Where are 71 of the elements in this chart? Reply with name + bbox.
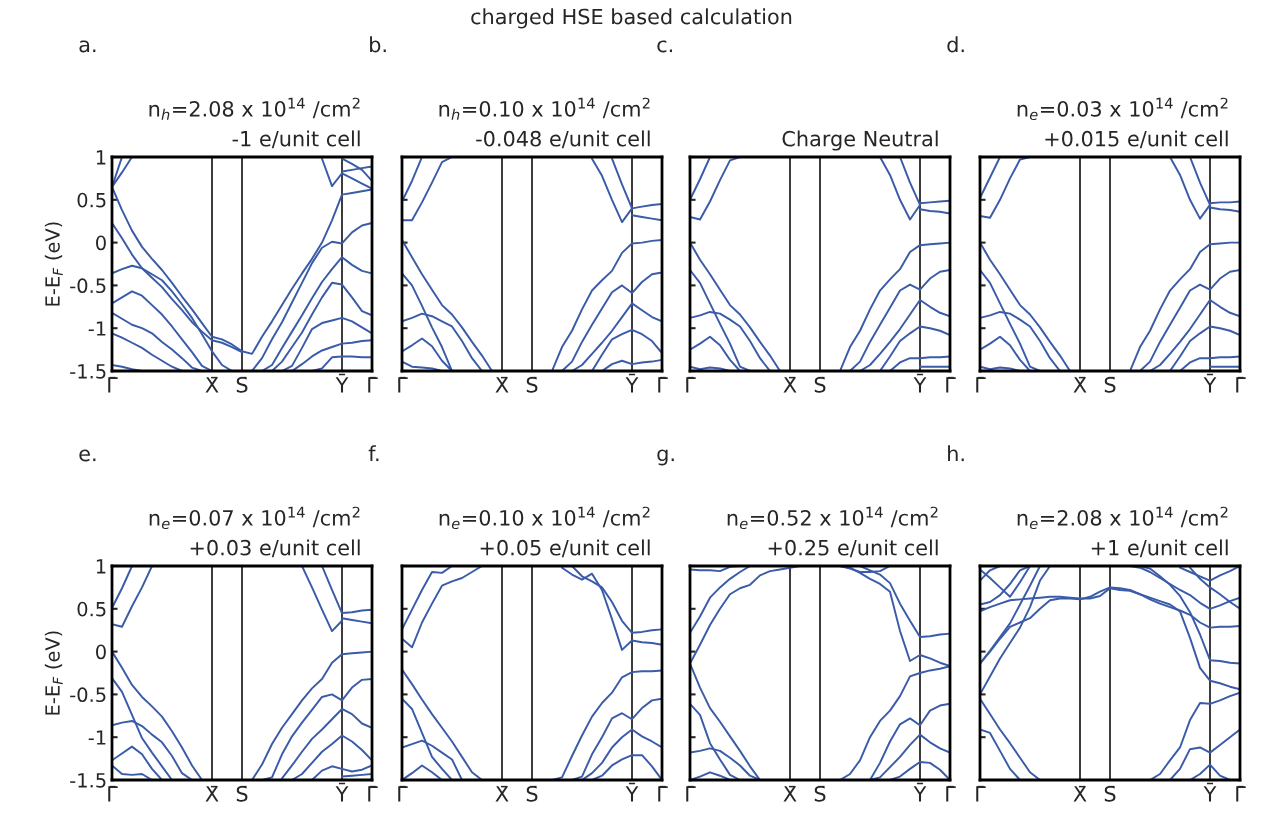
chart-title: a. bbox=[79, 40, 96, 53]
chart-title: c. bbox=[657, 40, 673, 53]
x-tick-label: Ȳ bbox=[913, 782, 927, 802]
x-tick-label: Γ̄ bbox=[398, 785, 408, 802]
text: n$_{e}$=0.03 x 10$^{14}$ /cm$^{2}$ +0.015 e/unit cell bbox=[1017, 97, 1228, 149]
x-tick-label: Γ̄ bbox=[108, 376, 118, 393]
x-tick-label: Ȳ bbox=[1203, 782, 1217, 802]
x-tick-label: Ȳ bbox=[625, 782, 639, 802]
x-tick-label: S̄ bbox=[526, 376, 538, 393]
chart-subtitle: Charge Neutral bbox=[782, 130, 938, 151]
y-tick-label: -1.5 bbox=[70, 773, 106, 788]
x-tick-label: Γ̄ bbox=[976, 785, 986, 802]
chart-title: f. bbox=[368, 445, 379, 462]
x-tick-label: X̄ bbox=[205, 376, 219, 393]
x-tick-label: Γ̄ bbox=[1236, 376, 1246, 393]
text: n$_{e}$=0.52 x 10$^{14}$ /cm$^{2}$ +0.25 e/unit cell bbox=[727, 506, 938, 558]
x-tick-label: X̄ bbox=[1073, 785, 1087, 802]
text: charged HSE based calculation bbox=[471, 8, 792, 29]
x-tick-label: Γ̄ bbox=[658, 785, 668, 802]
y-tick-label: 1 bbox=[96, 559, 106, 574]
x-tick-label: Ȳ bbox=[335, 373, 349, 393]
y-tick-label: -0.5 bbox=[70, 687, 106, 703]
y-axis-title: E-E$_{F}$ (eV) bbox=[44, 631, 63, 715]
x-tick-label: S̄ bbox=[236, 376, 248, 393]
x-tick-label: X̄ bbox=[783, 376, 797, 393]
y-tick-label: -1.5 bbox=[70, 364, 106, 379]
x-tick-label: X̄ bbox=[495, 376, 509, 393]
text: n$_{e}$=2.08 x 10$^{14}$ /cm$^{2}$ +1 e/unit cell bbox=[1017, 506, 1228, 558]
x-tick-label: Ȳ bbox=[625, 373, 639, 393]
y-tick-label: 0.5 bbox=[77, 601, 106, 617]
x-tick-label: S̄ bbox=[814, 376, 826, 393]
text: n$_{h}$=2.08 x 10$^{14}$ /cm$^{2}$ -1 e/unit cell bbox=[149, 97, 360, 149]
x-tick-label: Γ̄ bbox=[108, 785, 118, 802]
x-tick-label: S̄ bbox=[1104, 785, 1116, 802]
x-tick-label: X̄ bbox=[1073, 376, 1087, 393]
y-tick-label: -1 bbox=[88, 730, 106, 745]
chart-title: h. bbox=[948, 445, 964, 462]
chart-title: g. bbox=[657, 449, 674, 466]
chart-title: b. bbox=[370, 36, 386, 53]
x-tick-label: Γ̄ bbox=[398, 376, 408, 393]
text: n$_{e}$=0.07 x 10$^{14}$ /cm$^{2}$ +0.03 e/unit cell bbox=[149, 506, 360, 558]
y-tick-label: 0.5 bbox=[77, 192, 106, 208]
chart-title: d. bbox=[947, 36, 964, 53]
y-axis-title: E-E$_{F}$ (eV) bbox=[44, 222, 63, 306]
x-tick-label: Γ̄ bbox=[946, 376, 956, 393]
x-tick-label: X̄ bbox=[205, 785, 219, 802]
chart-title: e. bbox=[79, 449, 96, 462]
text: n$_{h}$=0.10 x 10$^{14}$ /cm$^{2}$ -0.048 e/unit cell bbox=[439, 97, 650, 149]
x-tick-label: Ȳ bbox=[1203, 373, 1217, 393]
x-tick-label: S̄ bbox=[814, 785, 826, 802]
y-tick-label: -1 bbox=[88, 321, 106, 336]
y-tick-label: 1 bbox=[96, 150, 106, 165]
x-tick-label: S̄ bbox=[526, 785, 538, 802]
text: n$_{e}$=0.10 x 10$^{14}$ /cm$^{2}$ +0.05 e/unit cell bbox=[439, 506, 650, 558]
x-tick-label: X̄ bbox=[783, 785, 797, 802]
x-tick-label: Γ̄ bbox=[686, 785, 696, 802]
x-tick-label: S̄ bbox=[1104, 376, 1116, 393]
x-tick-label: X̄ bbox=[495, 785, 509, 802]
x-tick-label: Ȳ bbox=[335, 782, 349, 802]
x-tick-label: S̄ bbox=[236, 785, 248, 802]
y-tick-label: -0.5 bbox=[70, 278, 106, 294]
x-tick-label: Γ̄ bbox=[976, 376, 986, 393]
x-tick-label: Γ̄ bbox=[1236, 785, 1246, 802]
y-tick-label: 0 bbox=[96, 644, 106, 660]
x-tick-label: Γ̄ bbox=[368, 376, 378, 393]
x-tick-label: Γ̄ bbox=[946, 785, 956, 802]
x-tick-label: Γ̄ bbox=[686, 376, 696, 393]
x-tick-label: Γ̄ bbox=[658, 376, 668, 393]
x-tick-label: Ȳ bbox=[913, 373, 927, 393]
x-tick-label: Γ̄ bbox=[368, 785, 378, 802]
y-tick-label: 0 bbox=[96, 235, 106, 251]
